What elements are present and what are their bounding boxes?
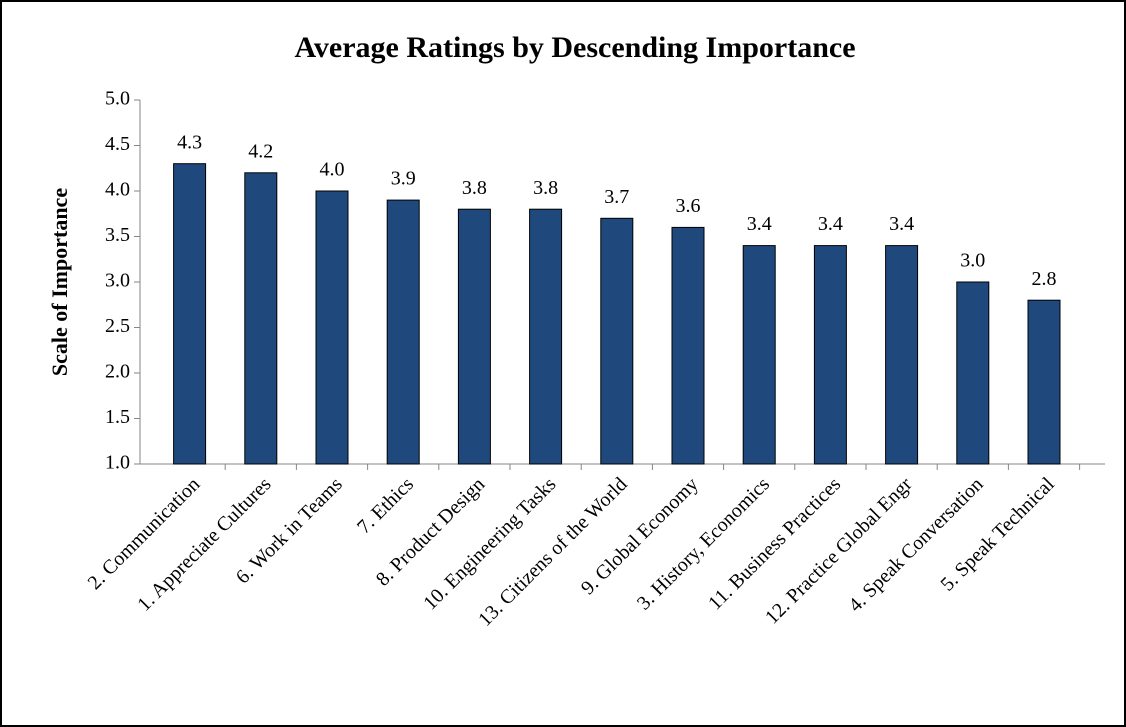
bar (600, 217, 634, 465)
bar (671, 226, 705, 465)
y-tick-label: 5.0 (105, 88, 130, 110)
y-tick-label: 1.5 (105, 406, 130, 428)
value-label: 4.2 (248, 140, 273, 162)
value-label: 3.8 (533, 177, 558, 199)
value-label: 2.8 (1032, 268, 1057, 290)
value-label: 4.3 (177, 131, 202, 153)
y-tick-label: 2.5 (105, 315, 130, 337)
y-axis-label: Scale of Importance (47, 188, 72, 376)
y-tick-label: 2.0 (105, 361, 130, 383)
bar (457, 208, 491, 465)
y-tick-label: 3.0 (105, 270, 130, 292)
bar (813, 245, 847, 465)
value-label: 3.0 (960, 250, 985, 272)
bar (529, 208, 563, 465)
value-label: 3.6 (676, 195, 701, 217)
value-label: 3.4 (747, 213, 772, 235)
bar (386, 199, 420, 465)
y-tick-label: 4.5 (105, 133, 130, 155)
bar (742, 245, 776, 465)
y-tick-label: 4.0 (105, 179, 130, 201)
value-label: 3.8 (462, 177, 487, 199)
bar (173, 163, 207, 465)
y-tick-label: 3.5 (105, 224, 130, 246)
value-label: 3.4 (818, 213, 843, 235)
bar (1027, 299, 1061, 465)
value-label: 3.4 (889, 213, 914, 235)
value-label: 3.7 (604, 186, 629, 208)
bar (885, 245, 919, 465)
bar (244, 172, 278, 465)
value-label: 3.9 (391, 168, 416, 190)
chart-title: Average Ratings by Descending Importance (294, 31, 855, 64)
y-tick-label: 1.0 (105, 452, 130, 474)
bar (315, 190, 349, 465)
value-label: 4.0 (320, 159, 345, 181)
bar (956, 281, 990, 465)
